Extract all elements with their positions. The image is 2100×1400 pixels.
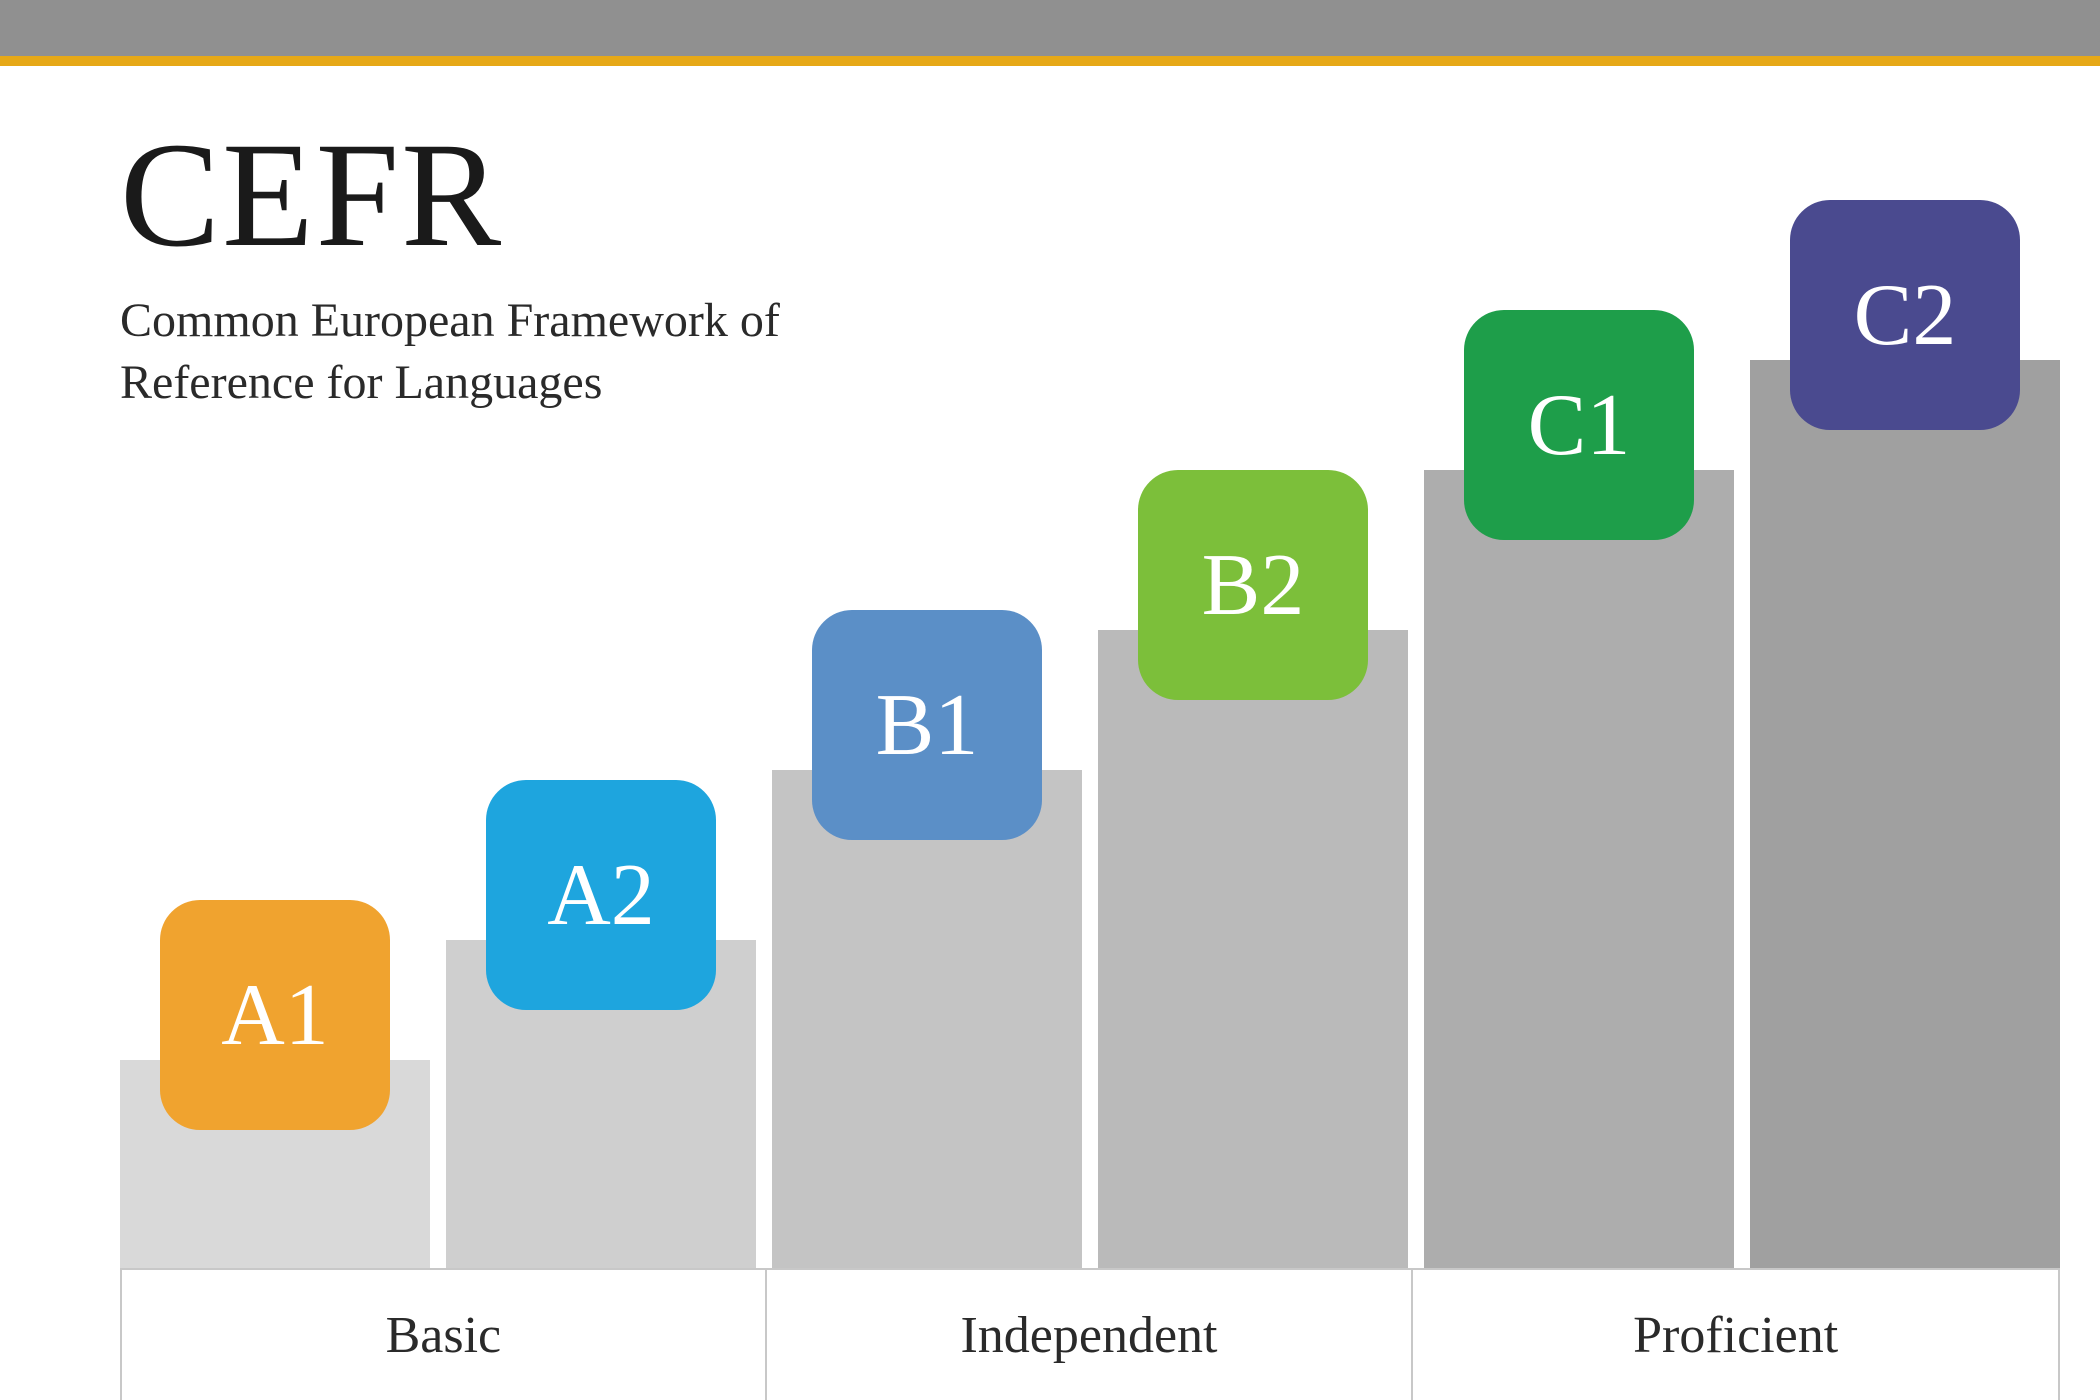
bar-wrap-b1: B1	[772, 770, 1082, 1270]
category-independent: Independent	[767, 1270, 1414, 1400]
level-badge-b2: B2	[1138, 470, 1368, 700]
bar-c2	[1750, 360, 2060, 1270]
bar-wrap-a2: A2	[446, 940, 756, 1270]
bar-wrap-c2: C2	[1750, 360, 2060, 1270]
level-badge-b1: B1	[812, 610, 1042, 840]
bar-wrap-a1: A1	[120, 1060, 430, 1270]
bar-group: A1A2B1B2C1C2	[120, 360, 2060, 1270]
level-badge-a1: A1	[160, 900, 390, 1130]
level-badge-c2: C2	[1790, 200, 2020, 430]
level-badge-a2: A2	[486, 780, 716, 1010]
bar-wrap-c1: C1	[1424, 470, 1734, 1270]
top-gray-bar	[0, 0, 2100, 56]
category-proficient: Proficient	[1413, 1270, 2060, 1400]
level-badge-c1: C1	[1464, 310, 1694, 540]
bar-b1	[772, 770, 1082, 1270]
bar-b2	[1098, 630, 1408, 1270]
cefr-chart: A1A2B1B2C1C2 BasicIndependentProficient	[120, 300, 2100, 1400]
bar-c1	[1424, 470, 1734, 1270]
page-title: CEFR	[120, 120, 840, 270]
category-row: BasicIndependentProficient	[120, 1270, 2060, 1400]
category-basic: Basic	[120, 1270, 767, 1400]
top-gold-bar	[0, 56, 2100, 66]
bar-wrap-b2: B2	[1098, 630, 1408, 1270]
